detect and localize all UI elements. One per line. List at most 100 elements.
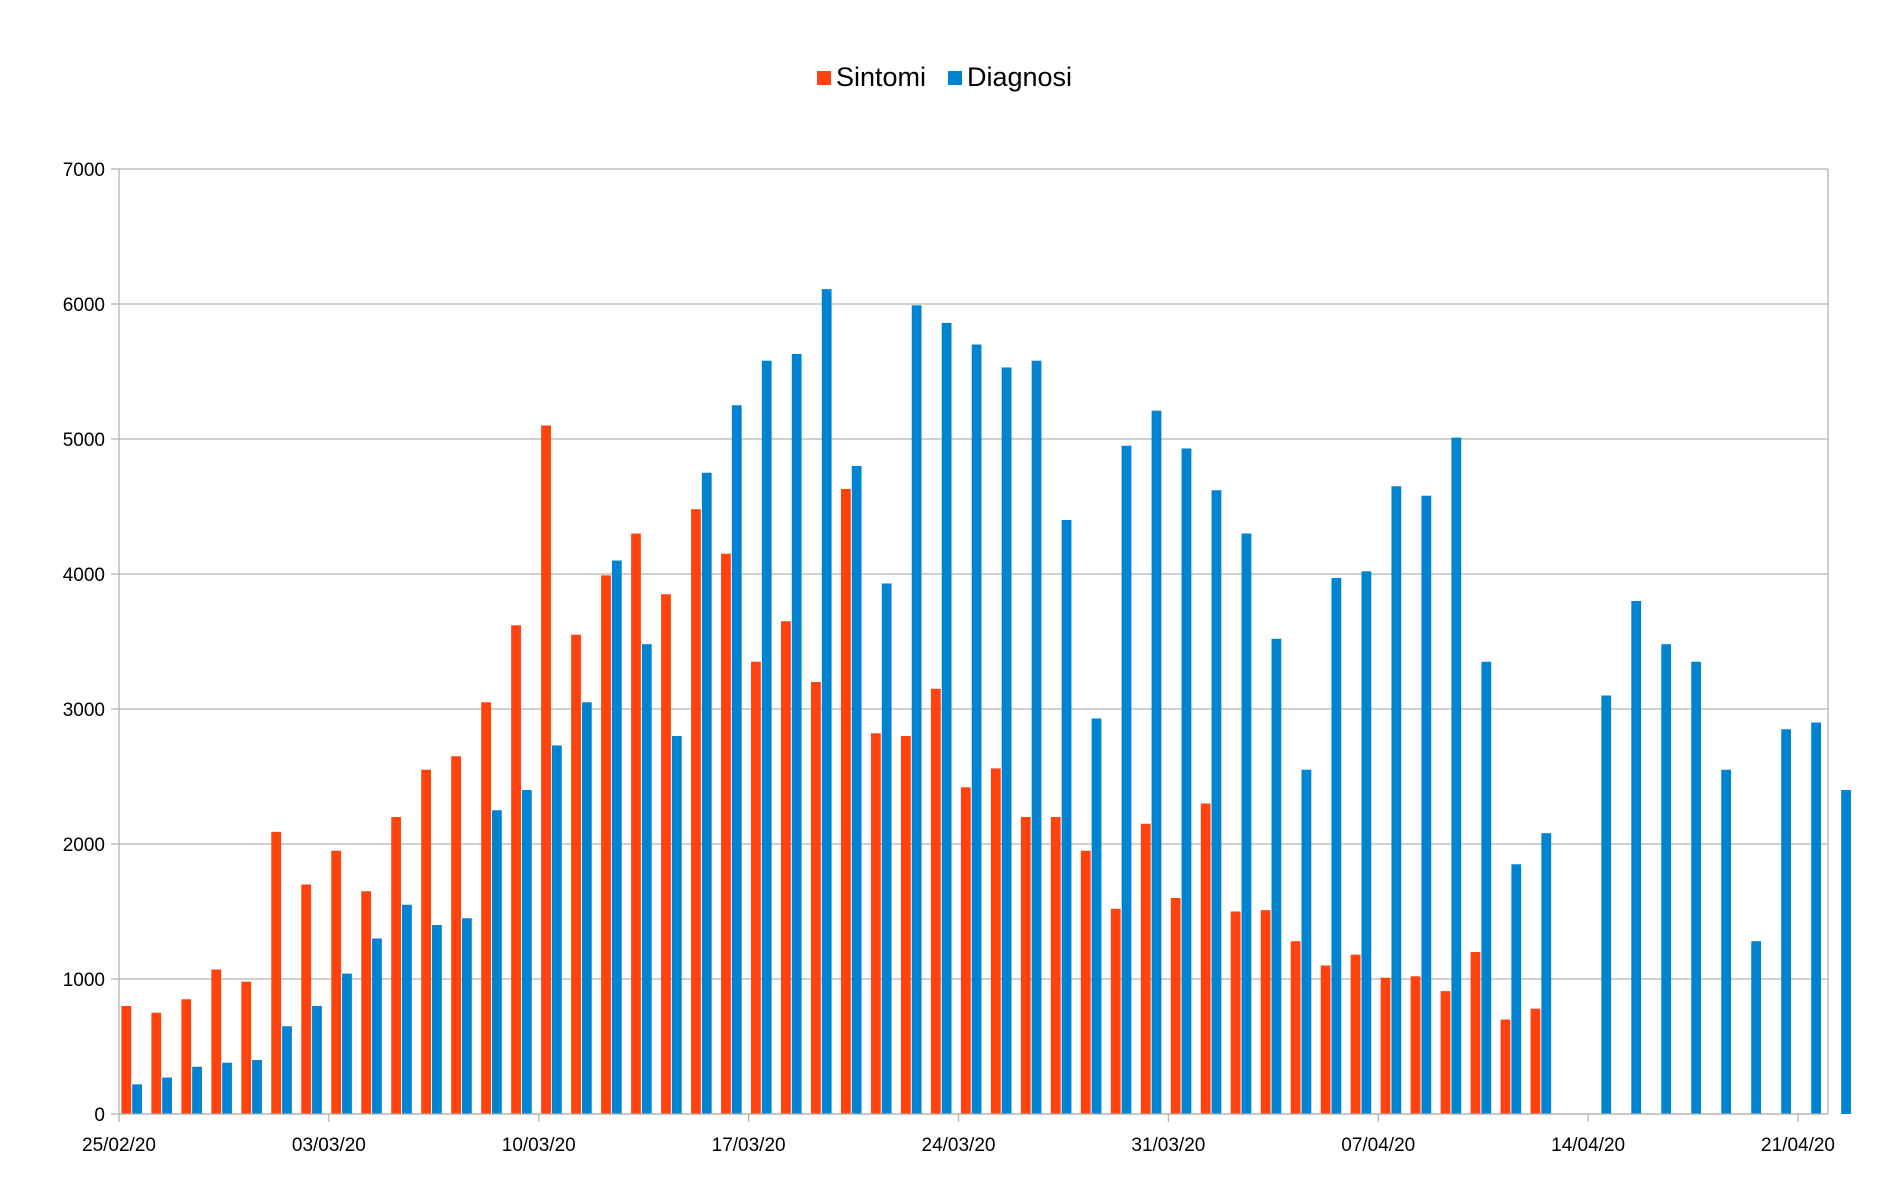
bar-diagnosi <box>1181 448 1192 1114</box>
bar-diagnosi <box>461 918 472 1114</box>
bar-diagnosi <box>312 1006 322 1114</box>
bar-diagnosi <box>731 405 742 1114</box>
bar-sintomi <box>181 999 192 1114</box>
x-tick-label: 31/03/20 <box>1131 1135 1205 1156</box>
y-tick-label: 1000 <box>63 970 105 991</box>
legend-swatch-sintomi <box>816 70 831 85</box>
bar-sintomi <box>1140 823 1151 1114</box>
bar-sintomi <box>1350 954 1361 1114</box>
y-tick-label: 3000 <box>63 700 105 721</box>
bar-diagnosi <box>971 344 982 1114</box>
bar-sintomi <box>421 769 432 1114</box>
bar-sintomi <box>511 625 521 1114</box>
bar-diagnosi <box>1211 490 1222 1114</box>
bar-diagnosi <box>432 925 442 1114</box>
bar-diagnosi <box>701 472 712 1114</box>
bar-diagnosi <box>1661 644 1672 1114</box>
x-tick-label: 24/03/20 <box>922 1135 996 1156</box>
bar-sintomi <box>1530 1008 1541 1114</box>
y-tick-label: 7000 <box>63 160 105 181</box>
bar-diagnosi <box>1511 864 1522 1114</box>
bar-diagnosi <box>1031 360 1042 1114</box>
bar-diagnosi <box>1331 578 1342 1114</box>
bar-diagnosi <box>192 1066 202 1114</box>
bar-sintomi <box>151 1012 162 1114</box>
bar-diagnosi <box>1481 661 1492 1114</box>
bar-diagnosi <box>1151 410 1162 1114</box>
bar-diagnosi <box>1121 445 1132 1114</box>
bar-sintomi <box>661 594 671 1114</box>
bar-diagnosi <box>491 810 502 1114</box>
bar-diagnosi <box>1541 833 1552 1114</box>
bar-sintomi <box>751 661 761 1114</box>
bar-diagnosi <box>372 938 382 1114</box>
bar-sintomi <box>960 787 971 1114</box>
bar-diagnosi <box>1271 638 1282 1114</box>
bar-sintomi <box>691 509 701 1114</box>
bar-sintomi <box>900 736 911 1114</box>
x-tick-label: 25/02/20 <box>82 1135 156 1156</box>
bar-sintomi <box>541 425 551 1114</box>
bar-diagnosi <box>791 353 802 1114</box>
bar-diagnosi <box>611 560 622 1114</box>
bar-sintomi <box>571 634 581 1114</box>
bar-sintomi <box>271 831 282 1114</box>
bar-diagnosi <box>1391 486 1402 1114</box>
legend-item-sintomi: Sintomi <box>816 62 926 93</box>
bar-sintomi <box>121 1006 132 1114</box>
bar-diagnosi <box>581 702 592 1114</box>
legend-item-diagnosi: Diagnosi <box>947 62 1073 93</box>
bar-sintomi <box>211 969 222 1114</box>
bar-sintomi <box>1170 898 1181 1114</box>
bar-diagnosi <box>1721 769 1732 1114</box>
bar-sintomi <box>1110 908 1121 1114</box>
bar-diagnosi <box>402 904 412 1114</box>
bar-diagnosi <box>761 360 772 1114</box>
bar-diagnosi <box>521 790 532 1114</box>
bar-diagnosi <box>282 1026 292 1114</box>
legend-label-diagnosi: Diagnosi <box>966 62 1073 92</box>
bar-sintomi <box>361 891 372 1114</box>
bar-diagnosi <box>641 644 652 1114</box>
y-tick-label: 5000 <box>63 430 105 451</box>
bar-diagnosi <box>1751 941 1762 1114</box>
bar-diagnosi <box>551 745 562 1114</box>
bar-sintomi <box>1050 817 1061 1114</box>
bar-sintomi <box>1440 991 1451 1114</box>
bar-diagnosi <box>222 1062 232 1114</box>
bar-diagnosi <box>132 1084 142 1114</box>
bar-sintomi <box>930 688 941 1114</box>
bar-diagnosi <box>671 736 682 1114</box>
bar-diagnosi <box>1091 718 1102 1114</box>
bar-diagnosi <box>1361 571 1372 1114</box>
bar-diagnosi <box>851 466 862 1114</box>
x-tick-label: 17/03/20 <box>712 1135 786 1156</box>
bar-sintomi <box>1080 850 1091 1114</box>
x-tick-label: 03/03/20 <box>292 1135 366 1156</box>
legend: Sintomi Diagnosi <box>0 62 1889 93</box>
y-tick-label: 6000 <box>63 295 105 316</box>
bar-diagnosi <box>941 322 952 1114</box>
y-tick-label: 4000 <box>63 565 105 586</box>
bar-diagnosi <box>162 1077 172 1114</box>
bar-diagnosi <box>1241 533 1252 1114</box>
x-tick-label: 21/04/20 <box>1761 1135 1835 1156</box>
bar-sintomi <box>721 553 731 1114</box>
bar-diagnosi <box>1301 769 1312 1114</box>
bar-sintomi <box>1290 941 1301 1114</box>
bar-diagnosi <box>1001 367 1012 1114</box>
x-tick-label: 10/03/20 <box>502 1135 576 1156</box>
bar-sintomi <box>1260 910 1271 1114</box>
bar-sintomi <box>990 768 1001 1114</box>
x-tick-label: 14/04/20 <box>1551 1135 1625 1156</box>
bar-sintomi <box>631 533 641 1114</box>
bar-sintomi <box>1320 965 1331 1114</box>
bar-diagnosi <box>911 305 922 1115</box>
bar-sintomi <box>601 575 611 1114</box>
legend-label-sintomi: Sintomi <box>835 62 926 92</box>
bar-sintomi <box>1410 976 1421 1114</box>
bar-diagnosi <box>342 973 352 1114</box>
bar-sintomi <box>451 756 461 1114</box>
